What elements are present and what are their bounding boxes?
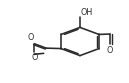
Text: O: O	[27, 33, 34, 42]
Text: OH: OH	[80, 8, 93, 17]
Text: O: O	[107, 46, 113, 55]
Text: O: O	[31, 53, 38, 62]
